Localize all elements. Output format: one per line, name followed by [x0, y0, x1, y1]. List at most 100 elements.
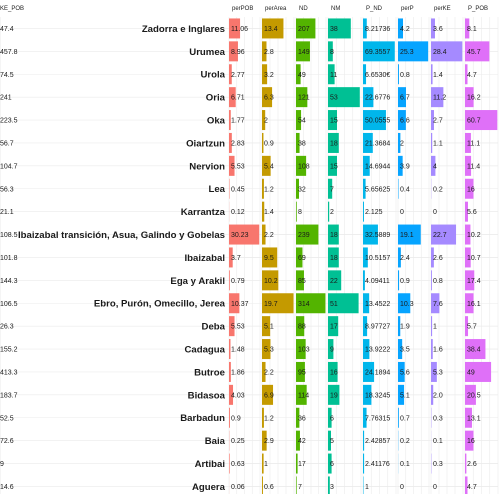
bar-value-label: 5.53 [231, 324, 245, 331]
bar [296, 293, 326, 314]
bar-value-label: 0.1 [400, 461, 410, 468]
column-header: NM [331, 6, 340, 12]
bar [431, 155, 436, 176]
bar-value-label: 0.12 [231, 209, 245, 216]
bar-value-label: 0 [400, 484, 404, 491]
bar [465, 41, 490, 62]
bar-value-label: 4 [433, 163, 437, 170]
bar [431, 316, 433, 337]
bar [398, 339, 403, 360]
bar-value-label: 0.8 [400, 72, 410, 79]
bar-value-label: 1.86 [231, 369, 245, 376]
text-layer: Zadorra e Inglares Urumea Urola Oria Oka Oiar… [0, 6, 488, 493]
bar-value-label: 54 [298, 118, 306, 125]
bar-value-label: 22.7 [433, 232, 447, 239]
bar-value-label: 16 [467, 438, 475, 445]
bar-value-label: 1.2 [264, 415, 274, 422]
bar-value-label: 5.6 [400, 369, 410, 376]
bar-value-label: 13.4 [264, 26, 278, 33]
bar-value-label: 18 [330, 232, 338, 239]
bar-value-label: 22 [330, 278, 338, 285]
bar-value-label: 4.7 [467, 72, 477, 79]
bar-value-label: 19.7 [264, 301, 278, 308]
bar [296, 316, 305, 337]
bar-value-label: 2.2 [264, 232, 274, 239]
bar-value-label: 95 [298, 369, 306, 376]
bar-value-label: 18 [330, 140, 338, 147]
bar [262, 201, 265, 222]
bar-value-label: 13.4522 [365, 301, 390, 308]
row-label: Artibai [195, 459, 225, 470]
bar [262, 110, 266, 131]
bar-value-label: 4.03 [231, 392, 245, 399]
bar [465, 430, 474, 451]
column-header: P_ND [366, 6, 383, 12]
bar [431, 64, 433, 85]
bar [363, 18, 367, 39]
bar-value-label: 9 [0, 461, 4, 468]
bar-value-label: 101.8 [0, 255, 18, 262]
bar-value-label: 183.7 [0, 392, 18, 399]
bar [262, 224, 266, 245]
bar-value-label: 2.77 [231, 72, 245, 79]
bar [431, 384, 434, 405]
bar-value-label: 2.8 [264, 49, 274, 56]
bar-value-label: 8.97727 [365, 324, 390, 331]
bar [262, 339, 271, 360]
bar [431, 18, 435, 39]
bar-value-label: 88 [298, 324, 306, 331]
bar-value-label: 24.1894 [365, 369, 390, 376]
bar-value-label: 108 [298, 163, 310, 170]
bar-value-label: 149 [298, 49, 310, 56]
bar [431, 41, 463, 62]
bar-value-label: 1.9 [400, 324, 410, 331]
bar-value-label: 17 [298, 461, 306, 468]
row-label: Bidasoa [188, 390, 226, 401]
row-label: Oka [207, 115, 226, 126]
bar-value-label: 1 [264, 461, 268, 468]
bar [262, 18, 284, 39]
bar-value-label: 38 [298, 140, 306, 147]
bar-value-label: 314 [298, 301, 310, 308]
bar [296, 407, 300, 428]
bar-value-label: 51 [330, 301, 338, 308]
bar [296, 224, 319, 245]
bar-value-label: 5.7 [467, 324, 477, 331]
bar [328, 64, 335, 85]
bar-value-label: 0.2 [400, 438, 410, 445]
bar-value-label: 15 [330, 118, 338, 125]
bar-value-label: 0 [433, 209, 437, 216]
bar-value-label: 38 [330, 26, 338, 33]
bar [296, 41, 310, 62]
bar [296, 87, 308, 108]
bar-value-label: 2.4 [400, 255, 410, 262]
bar-value-label: 0.6 [264, 484, 274, 491]
bar [296, 247, 303, 268]
bar-value-label: 5.53 [231, 163, 245, 170]
bar [296, 64, 301, 85]
bar-value-label: 1.77 [231, 118, 245, 125]
bar-value-label: 1.4 [433, 72, 443, 79]
bar-value-label: 3 [330, 484, 334, 491]
bar [262, 361, 266, 382]
bar-value-label: 2 [400, 140, 404, 147]
bar-value-label: 7.6 [433, 301, 443, 308]
bar-value-label: 2.125 [365, 209, 383, 216]
bar [296, 476, 297, 494]
bar [262, 247, 278, 268]
column-header: perPOB [232, 6, 253, 12]
bar [296, 201, 297, 222]
bar [465, 453, 467, 474]
bar-value-label: 13.1 [467, 415, 481, 422]
bar-value-label: 0.7 [400, 415, 410, 422]
bar-value-label: 5.3 [433, 369, 443, 376]
bar [431, 132, 433, 153]
bar-value-label: 42 [298, 438, 306, 445]
bar [229, 87, 236, 108]
bar-value-label: 50.0555 [365, 118, 390, 125]
bar-value-label: 49 [467, 369, 475, 376]
row-label: Aguera [192, 482, 226, 493]
bar-value-label: 2.83 [231, 140, 245, 147]
bar-value-label: 6.7 [400, 95, 410, 102]
